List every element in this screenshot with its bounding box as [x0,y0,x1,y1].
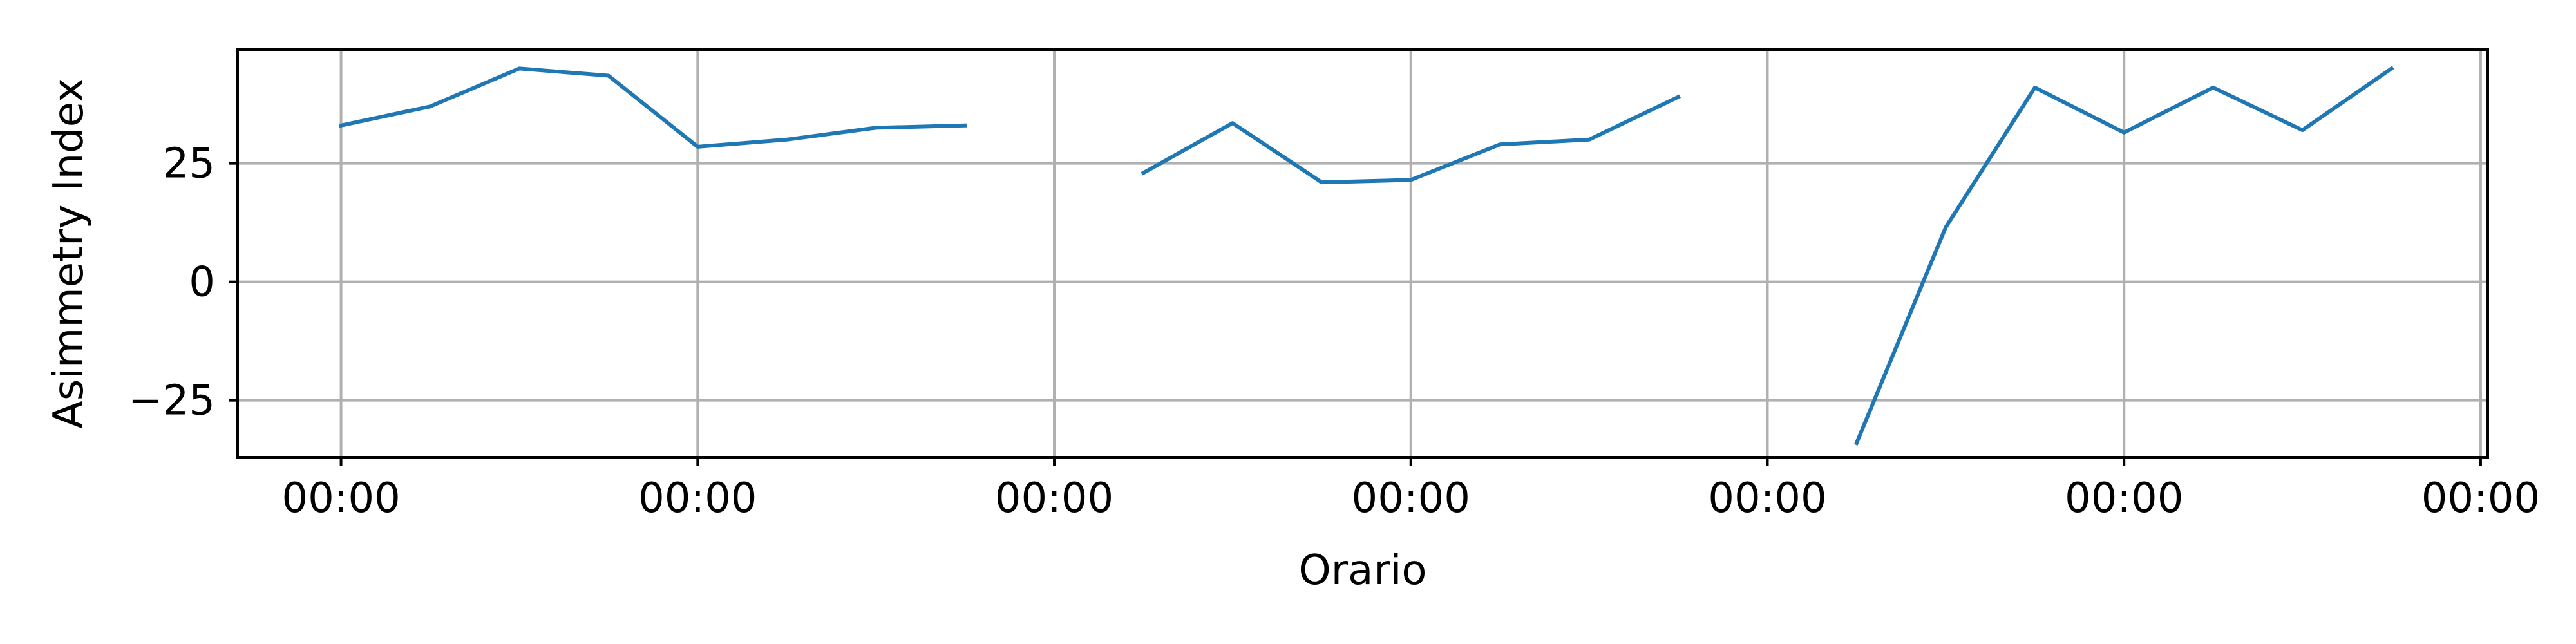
data-point [2034,86,2036,88]
series-line [339,66,2394,446]
x-tick-label: 00:00 [281,475,400,522]
data-point [1588,138,1590,140]
x-tick-label: 00:00 [2065,475,2183,522]
x-tick-label: 00:00 [1352,475,1470,522]
tick-layer: 00:00 00:00 00:00 00:00 00:00 00:00 00:00 −25 0 2… [128,140,2540,522]
data-point [875,127,877,129]
data-point [518,68,520,70]
data-point [1231,122,1233,124]
data-point [1142,172,1144,174]
x-tick-label: 00:00 [1708,475,1826,522]
data-point [1855,442,1857,444]
data-point [2123,131,2125,133]
data-point [2302,129,2304,131]
y-tick-label: 25 [163,140,215,188]
data-point [2391,68,2392,70]
data-point [340,124,342,126]
data-point [1499,144,1501,146]
series-layer [339,66,2394,446]
x-tick-label: 00:00 [995,475,1113,522]
data-point [607,75,609,77]
y-axis-label: Asimmetry Index [45,78,93,429]
grid-layer [238,50,2488,457]
y-tick-label: −25 [128,377,215,425]
data-point [786,138,788,140]
y-tick-label: 0 [189,259,215,307]
plot-frame [236,48,2489,459]
x-tick-label: 00:00 [2421,475,2540,522]
data-point [430,106,431,108]
x-tick-label: 00:00 [638,475,757,522]
x-axis-label: Orario [1298,547,1426,594]
data-point [697,146,699,147]
data-point [1678,96,1680,98]
data-point [1945,227,1947,229]
data-point [2212,86,2214,88]
data-point [1410,179,1412,181]
data-point [964,124,966,126]
data-point [1321,182,1323,184]
